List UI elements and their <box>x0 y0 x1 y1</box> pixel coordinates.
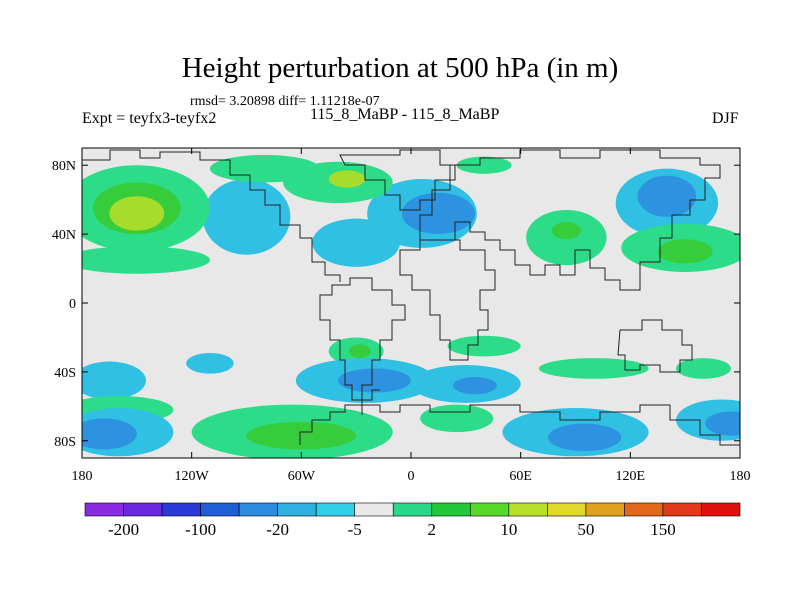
season-label: DJF <box>712 110 739 127</box>
colorbar-box <box>84 502 124 517</box>
contour-region-green <box>82 246 210 274</box>
contour-region-yellow-green <box>328 170 366 188</box>
colorbar-box <box>161 502 201 517</box>
contour-region-green <box>420 404 494 433</box>
y-tick-label: 0 <box>69 297 76 312</box>
y-tick-label: 40S <box>54 366 76 381</box>
coastline-africa <box>399 239 496 361</box>
contour-region-mid-green <box>348 344 371 359</box>
contour-region-green <box>538 358 649 379</box>
y-tick-label: 40N <box>52 228 76 243</box>
coastline-south-america <box>319 277 406 401</box>
x-axis: 180 120W 60W 0 60E 120E 180 <box>72 148 751 484</box>
contour-region-mid-blue <box>337 368 412 393</box>
contour-region-mid-green <box>551 222 581 240</box>
coastline-greenland <box>339 149 456 211</box>
experiment-label: Expt = teyfx3-teyfx2 <box>82 110 217 127</box>
coastline-eurasia <box>419 149 721 291</box>
y-tick-label: 80N <box>52 159 76 174</box>
colorbar-label: -20 <box>266 520 289 539</box>
contour-region-mid-green <box>657 239 713 264</box>
contour-region-light-blue <box>312 218 401 267</box>
colorbar-box <box>508 502 548 517</box>
contour-region-mid-blue <box>548 423 622 452</box>
colorbar-box <box>547 502 587 517</box>
y-tick-label: 80S <box>54 435 76 450</box>
x-tick-label: 180 <box>730 469 751 484</box>
coastlines <box>82 149 740 446</box>
coastline-north-america <box>82 149 341 282</box>
coastline-antarctica <box>299 404 740 446</box>
contour-region-light-blue <box>186 352 234 374</box>
contour-region-light-blue <box>82 361 146 400</box>
x-tick-label: 120E <box>616 469 646 484</box>
contour-region-mid-blue <box>453 377 497 395</box>
colorbar-box <box>585 502 625 517</box>
contour-region-mid-blue <box>82 418 137 450</box>
contour-region-light-blue <box>202 179 291 255</box>
colorbar-label: -100 <box>185 520 216 539</box>
colorbar-box <box>123 502 163 517</box>
colorbar-label: 50 <box>577 520 594 539</box>
x-tick-label: 180 <box>72 469 93 484</box>
colorbar-box <box>354 502 394 517</box>
colorbar-box <box>469 502 510 517</box>
colorbar-box <box>392 502 433 517</box>
colorbar-box <box>238 502 278 517</box>
coastline-antarctic-peninsula <box>361 389 380 415</box>
colorbar-box <box>662 502 702 517</box>
contour-region-mid-green <box>246 421 357 450</box>
x-tick-label: 60W <box>288 469 316 484</box>
colorbar: -200 -100 -20 -5 2 10 50 150 <box>84 502 741 539</box>
chart-title: Height perturbation at 500 hPa (in m) <box>181 52 619 84</box>
colorbar-label: 150 <box>650 520 676 539</box>
contour-region-mid-blue <box>401 192 475 235</box>
x-tick-label: 0 <box>408 469 415 484</box>
contour-fills <box>82 154 740 458</box>
colorbar-label: -200 <box>108 520 139 539</box>
contour-region-mid-blue <box>637 175 697 217</box>
contour-region-yellow-green <box>109 196 165 231</box>
x-tick-label: 60E <box>509 469 532 484</box>
y-axis: 80N 40N 0 40S 80S <box>52 159 740 450</box>
colorbar-label: -5 <box>348 520 362 539</box>
colorbar-label: 10 <box>500 520 517 539</box>
contour-region-mid-blue <box>705 411 740 436</box>
contour-region-green <box>456 156 512 174</box>
stats-label: rmsd= 3.20898 diff= 1.11218e-07 <box>190 94 380 109</box>
coastline-australia <box>617 319 693 373</box>
colorbar-box <box>315 502 356 517</box>
contour-region-green <box>209 154 320 183</box>
colorbar-box <box>701 502 741 517</box>
colorbar-box <box>277 502 317 517</box>
x-tick-label: 120W <box>175 469 210 484</box>
colorbar-box <box>431 502 471 517</box>
colorbar-box <box>624 502 664 517</box>
colorbar-box <box>200 502 240 517</box>
colorbar-label: 2 <box>428 520 437 539</box>
contour-region-green <box>676 358 731 379</box>
contour-region-green <box>447 335 521 357</box>
period-label: 115_8_MaBP - 115_8_MaBP <box>310 106 500 123</box>
